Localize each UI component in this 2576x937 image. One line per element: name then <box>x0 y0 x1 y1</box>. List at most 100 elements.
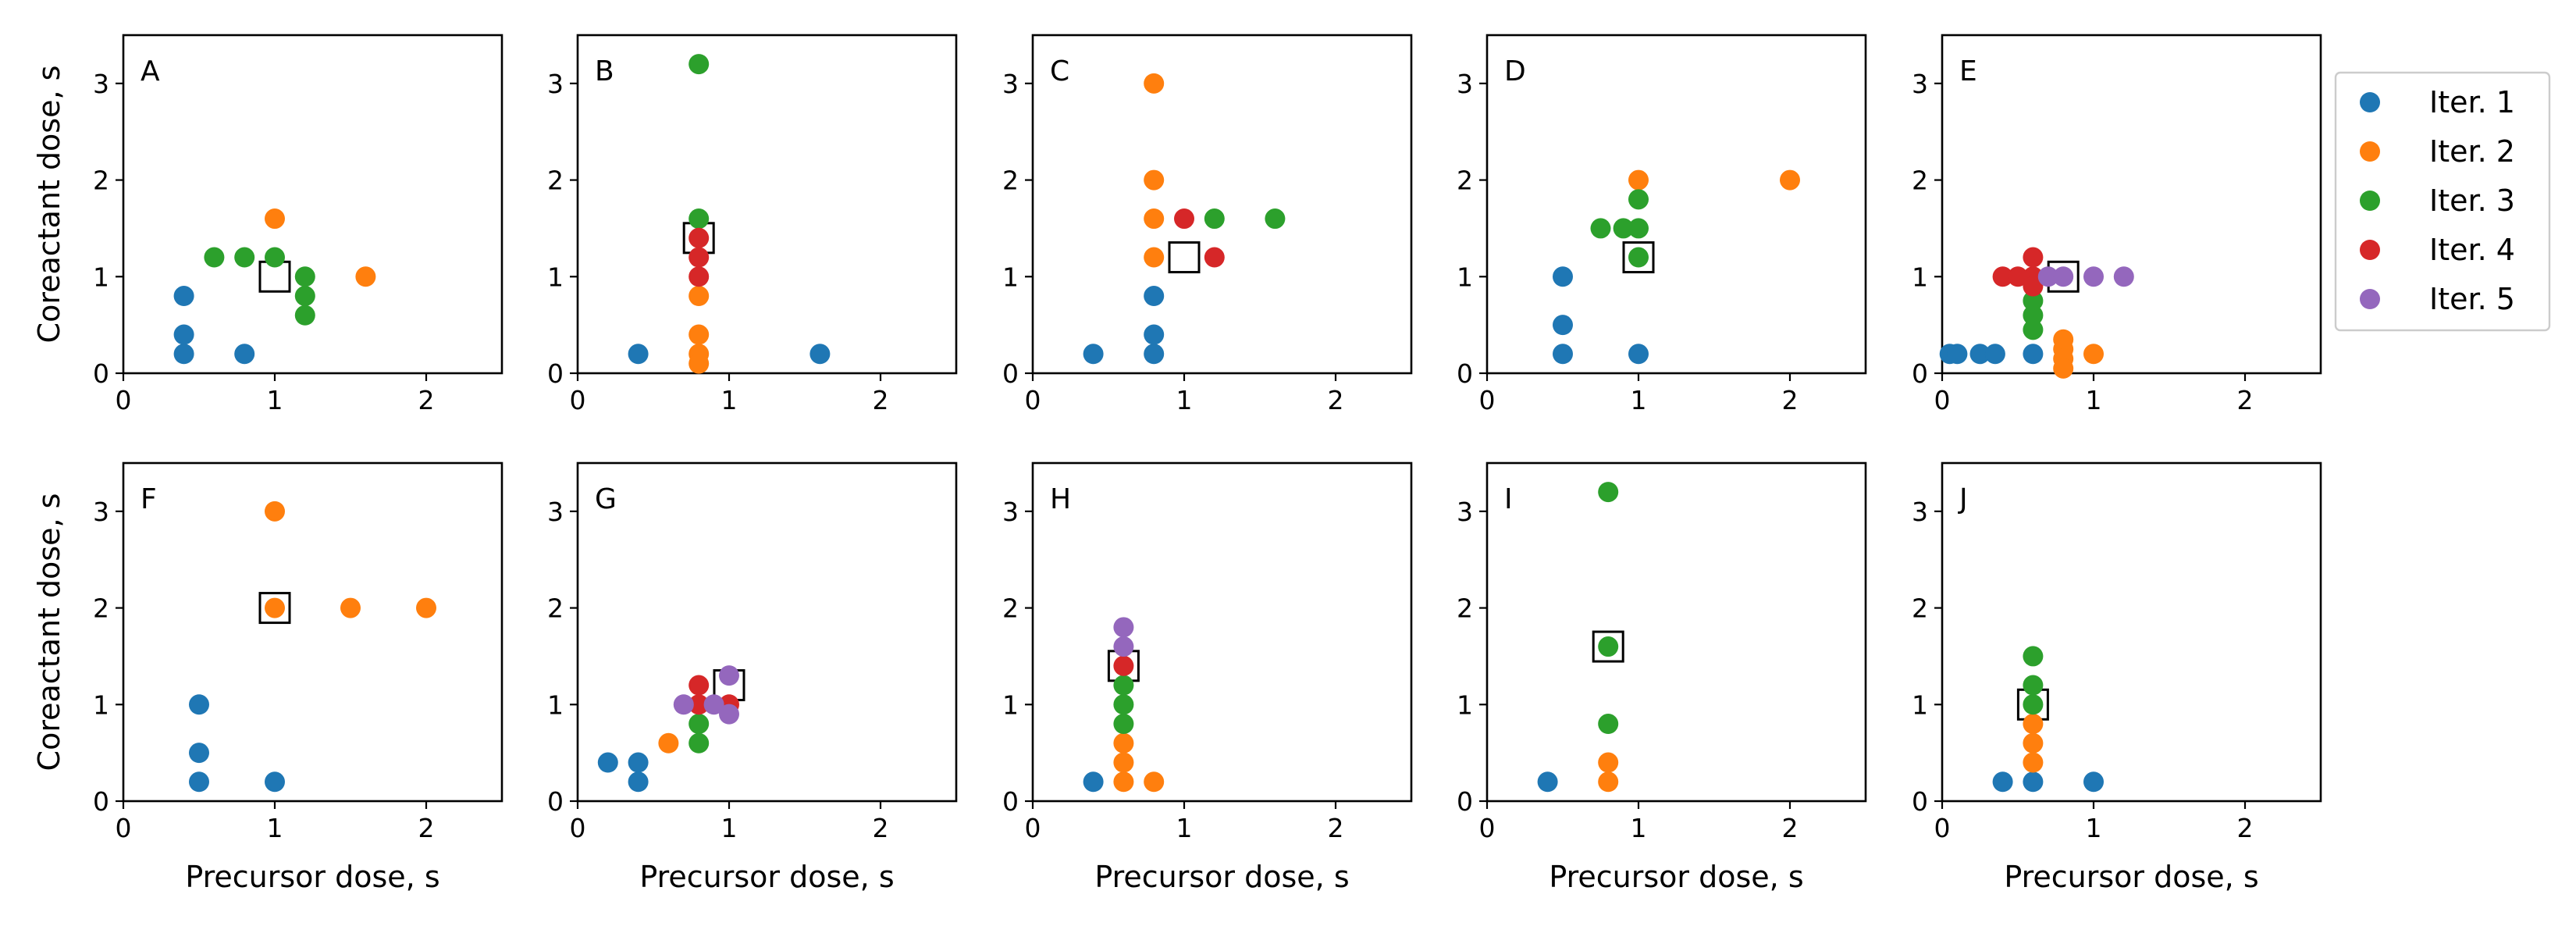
y-axis-label: Coreactant dose, s <box>32 66 66 344</box>
x-tick-label: 1 <box>1176 813 1193 843</box>
x-tick-label: 2 <box>1328 385 1344 415</box>
axes-frame <box>122 461 503 803</box>
data-point-iter-2 <box>265 597 285 618</box>
x-tick-label: 2 <box>2237 813 2254 843</box>
best-point-marker <box>1592 630 1624 663</box>
x-tick-label: 1 <box>2086 813 2102 843</box>
y-tick-label: 1 <box>93 262 109 292</box>
data-point-iter-3 <box>294 305 315 326</box>
legend-label: Iter. 1 <box>2429 85 2515 119</box>
data-point-iter-1 <box>265 771 285 793</box>
panel-letter: E <box>1959 55 1977 87</box>
legend: Iter. 1 Iter. 2 Iter. 3 Iter. 4 Iter. 5 <box>2334 71 2551 332</box>
y-tick-label: 0 <box>1002 358 1019 389</box>
panel-letter: C <box>1050 55 1069 87</box>
data-point-iter-3 <box>1113 675 1134 696</box>
y-tick-label: 3 <box>1002 497 1019 527</box>
data-point-iter-1 <box>1144 286 1165 307</box>
y-tick-label: 3 <box>547 69 564 99</box>
data-point-iter-2 <box>265 501 285 522</box>
data-point-iter-2 <box>265 208 285 230</box>
data-point-iter-1 <box>809 344 831 365</box>
x-tick-label: 1 <box>267 385 283 415</box>
y-tick-label: 3 <box>1912 69 1928 99</box>
data-point-iter-1 <box>1969 344 1991 365</box>
y-tick-label: 1 <box>547 689 564 720</box>
legend-marker <box>2360 92 2380 112</box>
data-point-iter-1 <box>189 743 209 764</box>
y-tick-label: 2 <box>547 166 564 196</box>
data-point-iter-1 <box>1984 344 2005 365</box>
y-tick-label: 2 <box>1457 593 1473 624</box>
data-point-iter-1 <box>2083 771 2104 793</box>
y-tick-label: 3 <box>1002 69 1019 99</box>
panel-letter: H <box>1050 483 1071 515</box>
data-point-iter-1 <box>189 771 209 793</box>
x-tick-label: 0 <box>570 813 586 843</box>
data-point-iter-3 <box>2023 305 2044 326</box>
data-point-iter-3 <box>2023 319 2044 340</box>
axes-frame <box>1941 461 2322 803</box>
data-point-iter-4 <box>688 675 710 696</box>
data-point-iter-4 <box>688 694 710 715</box>
data-point-iter-5 <box>1113 617 1134 638</box>
data-point-iter-5 <box>673 694 694 715</box>
data-point-iter-4 <box>2023 247 2044 268</box>
data-point-iter-3 <box>234 247 255 268</box>
panel-a: 0 1 2 0 1 2 3 A Coreactant dose, s <box>32 34 503 415</box>
panel-h: 0 1 2 0 1 2 3 H Precursor dose, s <box>1002 461 1413 894</box>
legend-label: Iter. 4 <box>2429 233 2515 267</box>
x-tick-label: 0 <box>1025 813 1041 843</box>
x-tick-label: 1 <box>721 385 738 415</box>
panel-letter: G <box>595 483 617 515</box>
y-tick-label: 0 <box>547 786 564 817</box>
data-point-iter-2 <box>688 353 710 374</box>
y-tick-label: 2 <box>1912 593 1928 624</box>
x-axis-label: Precursor dose, s <box>2004 860 2258 894</box>
data-point-iter-2 <box>1113 771 1134 793</box>
axes-frame <box>1031 34 1413 375</box>
data-point-iter-3 <box>1598 482 1619 503</box>
x-tick-label: 0 <box>1934 813 1951 843</box>
data-point-iter-3 <box>294 266 315 287</box>
data-point-iter-2 <box>688 286 710 307</box>
x-tick-label: 1 <box>1176 385 1193 415</box>
data-point-iter-2 <box>658 732 679 754</box>
x-tick-label: 0 <box>116 813 132 843</box>
y-tick-label: 0 <box>1457 786 1473 817</box>
data-point-iter-1 <box>1144 344 1165 365</box>
data-point-iter-5 <box>2037 266 2058 287</box>
x-tick-label: 1 <box>721 813 738 843</box>
legend-label: Iter. 3 <box>2429 183 2515 218</box>
y-tick-label: 2 <box>93 593 109 624</box>
y-tick-label: 3 <box>547 497 564 527</box>
x-tick-label: 1 <box>1631 385 1647 415</box>
best-point-marker <box>258 592 291 625</box>
data-point-iter-2 <box>416 597 436 618</box>
data-point-iter-5 <box>1113 636 1134 657</box>
data-point-iter-3 <box>1113 694 1134 715</box>
data-point-iter-3 <box>688 54 710 75</box>
data-point-iter-2 <box>1598 771 1619 793</box>
data-point-iter-3 <box>2023 694 2044 715</box>
data-point-iter-3 <box>265 247 285 268</box>
y-tick-label: 3 <box>93 69 109 99</box>
panel-letter: A <box>141 55 160 87</box>
x-tick-label: 0 <box>1479 813 1496 843</box>
x-tick-label: 0 <box>1479 385 1496 415</box>
data-point-iter-2 <box>1598 752 1619 773</box>
y-tick-label: 1 <box>1457 262 1473 292</box>
data-point-iter-3 <box>1628 218 1649 239</box>
x-tick-label: 2 <box>1782 813 1799 843</box>
data-point-iter-3 <box>294 286 315 307</box>
data-point-iter-1 <box>597 752 618 773</box>
y-tick-label: 1 <box>93 689 109 720</box>
panel-g: 0 1 2 0 1 2 3 G Precursor dose, s <box>547 461 958 894</box>
data-point-iter-4 <box>2023 276 2044 297</box>
data-point-iter-2 <box>340 597 361 618</box>
y-tick-label: 0 <box>1002 786 1019 817</box>
legend-label: Iter. 5 <box>2429 282 2515 316</box>
data-point-iter-3 <box>688 208 710 230</box>
x-tick-label: 0 <box>1025 385 1041 415</box>
x-tick-label: 2 <box>873 813 889 843</box>
